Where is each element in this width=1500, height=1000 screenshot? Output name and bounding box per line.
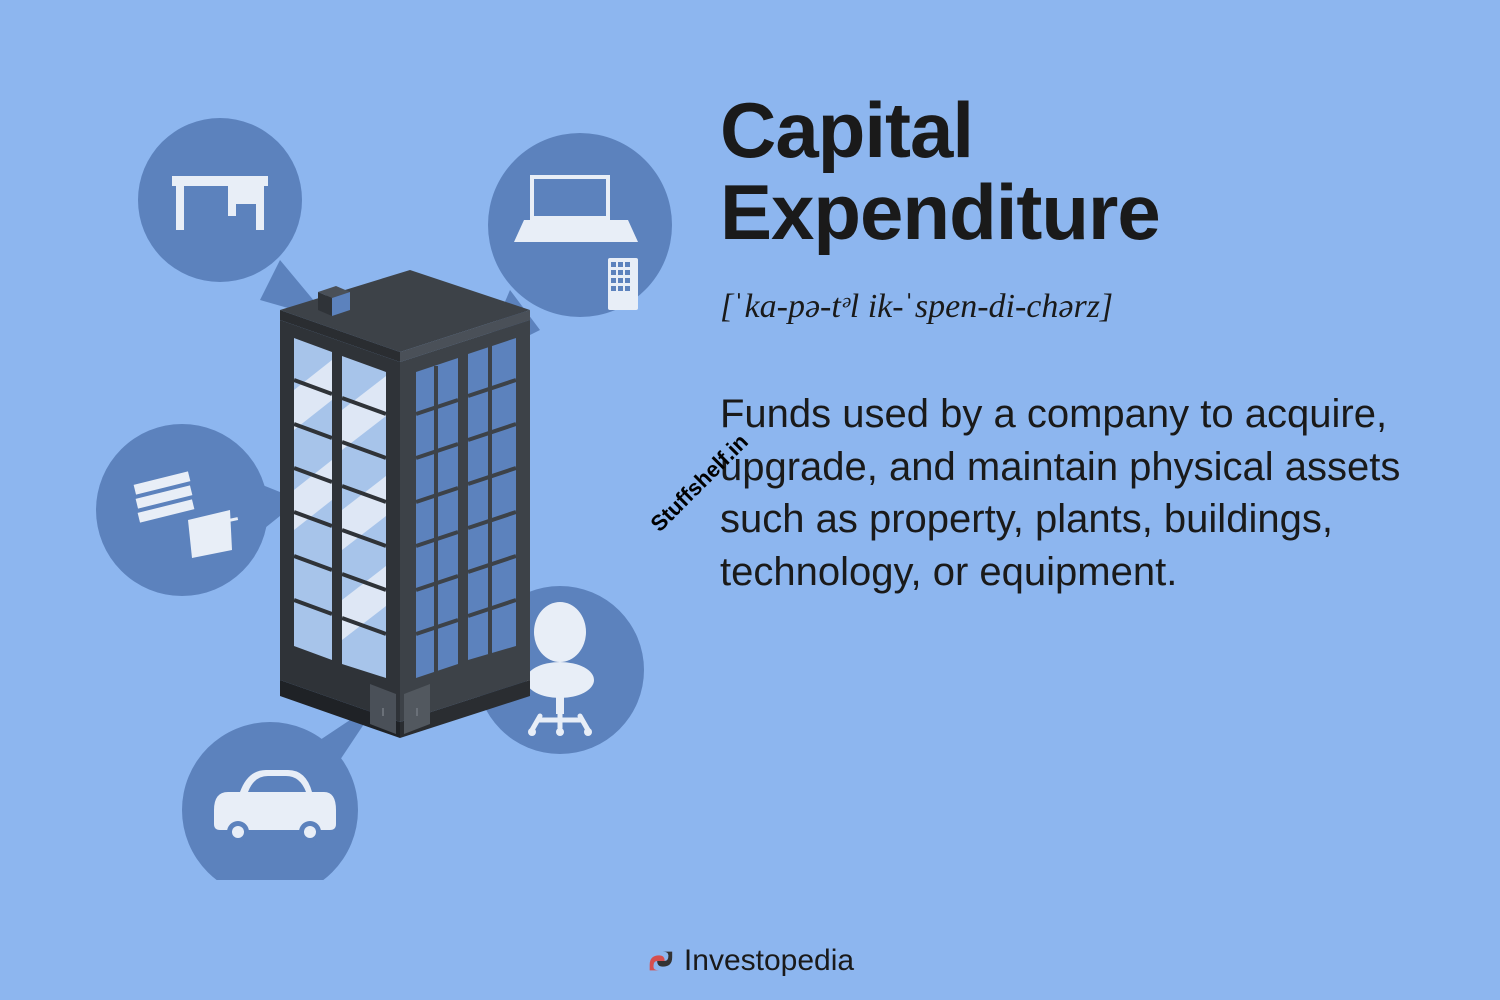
books-bubble xyxy=(96,424,300,596)
investopedia-icon xyxy=(646,946,676,976)
phone-icon xyxy=(608,258,638,310)
pronunciation: [ˈka-pə-tᵊl ik-ˈspen-di-chərz] xyxy=(720,288,1420,326)
brand-logo: Investopedia xyxy=(646,944,854,978)
building-icon xyxy=(280,270,530,738)
building-illustration xyxy=(80,80,700,880)
desk-bubble xyxy=(138,118,330,320)
brand-name: Investopedia xyxy=(684,944,854,978)
car-bubble xyxy=(182,700,380,880)
text-block: Capital Expenditure [ˈka-pə-tᵊl ik-ˈspen… xyxy=(720,90,1420,599)
infographic-container: Capital Expenditure [ˈka-pə-tᵊl ik-ˈspen… xyxy=(0,0,1500,1000)
title: Capital Expenditure xyxy=(720,90,1420,254)
definition: Funds used by a company to acquire, upgr… xyxy=(720,388,1420,599)
